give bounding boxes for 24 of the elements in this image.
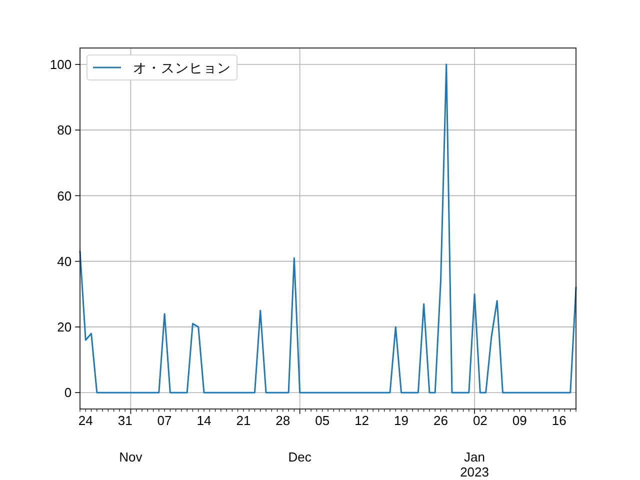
x-tick-label: 31 <box>118 413 132 428</box>
y-tick-label: 80 <box>57 122 72 138</box>
legend-label: オ・スンヒョン <box>133 60 231 76</box>
x-tick-label: 09 <box>512 413 527 428</box>
x2-tick-label: Jan 2023 <box>460 450 490 480</box>
x-tick-label: 28 <box>276 413 290 428</box>
x2-tick-label: Dec <box>288 450 312 464</box>
legend: オ・スンヒョン <box>86 54 238 80</box>
x-tick-label: 05 <box>315 413 330 428</box>
y-tick-label: 0 <box>64 385 72 400</box>
x-tick-label: 14 <box>196 413 212 428</box>
x-tick-label: 16 <box>552 413 566 428</box>
y-tick-label: 100 <box>50 57 72 72</box>
x-tick-label: 02 <box>472 413 488 428</box>
x2-tick-label: Nov <box>119 450 143 464</box>
x-tick-label: 21 <box>236 413 251 428</box>
x-tick-label: 24 <box>78 413 93 428</box>
x-tick-label: 19 <box>394 413 409 428</box>
y-tick-label: 60 <box>57 188 72 204</box>
y-tick-label: 40 <box>57 254 72 269</box>
x-tick-label: 07 <box>157 413 172 428</box>
y-tick-label: 20 <box>57 320 72 335</box>
x-tick-label: 26 <box>433 413 448 428</box>
x-tick-label: 12 <box>354 413 370 428</box>
